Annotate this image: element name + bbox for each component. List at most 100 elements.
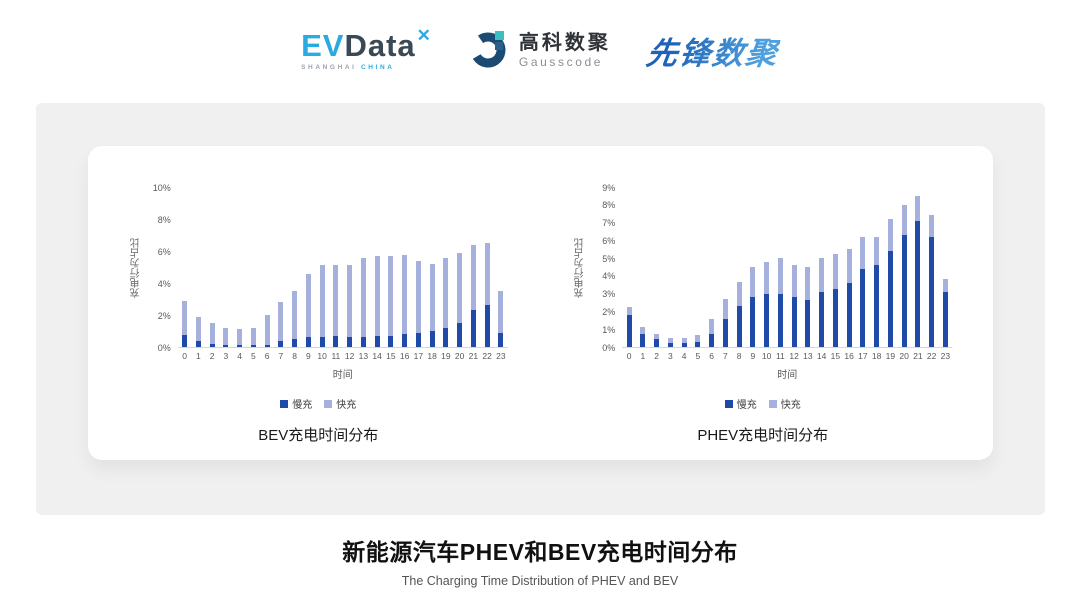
fast-charge-segment: [929, 215, 935, 237]
stacked-bar: [470, 245, 476, 347]
y-tick-label: 7%: [602, 218, 616, 229]
fast-charge-segment: [209, 323, 215, 344]
gausscode-logo: 高科数聚 Gausscode: [468, 27, 611, 74]
bev-bars: [178, 188, 508, 347]
slow-charge-segment: [654, 339, 660, 347]
slow-charge-segment: [319, 336, 325, 347]
page-subtitle: The Charging Time Distribution of PHEV a…: [401, 574, 679, 588]
bar-slot-hour-6: [260, 188, 274, 347]
stacked-bar: [374, 255, 380, 347]
slow-charge-segment: [209, 343, 215, 347]
x-tick-label: 23: [940, 351, 951, 361]
x-tick-label: 0: [182, 351, 187, 361]
fast-charge-segment: [278, 302, 284, 342]
bar-slot-hour-18: [870, 188, 884, 347]
fast-charge-segment: [470, 245, 476, 311]
x-tick-label: 15: [830, 351, 841, 361]
y-tick-label: 3%: [602, 289, 616, 300]
phev-chart-plot-row: 充电行为占比 9% 8% 7% 6% 5% 4% 3% 2% 1% 0% 0 1 2 3 4 5 6 7 8 9 10…: [573, 172, 953, 381]
bev-plot: [177, 188, 508, 348]
slow-charge-segment: [250, 345, 256, 347]
fast-charge-segment: [182, 301, 188, 335]
fast-charge-segment: [654, 333, 660, 339]
slow-charge-swatch-icon: [724, 399, 733, 408]
x-tick-label: 2: [209, 351, 215, 361]
x-tick-label: 6: [264, 351, 270, 361]
fast-charge-segment: [722, 299, 728, 319]
x-tick-label: 11: [331, 351, 341, 361]
slow-charge-segment: [681, 342, 687, 347]
fast-charge-segment: [832, 253, 838, 290]
stacked-bar: [832, 253, 838, 347]
fast-charge-segment: [195, 316, 201, 342]
slow-charge-segment: [264, 344, 270, 347]
bar-slot-hour-22: [925, 188, 939, 347]
fast-charge-segment: [777, 258, 783, 294]
slow-charge-segment: [860, 268, 866, 347]
slow-charge-segment: [333, 335, 339, 347]
slow-charge-segment: [791, 297, 797, 347]
phev-x-axis-label: 时间: [777, 370, 798, 381]
x-tick-label: 2: [654, 351, 659, 361]
stacked-bar: [667, 338, 673, 347]
y-tick-label: 9%: [602, 182, 616, 193]
bar-slot-hour-21: [911, 188, 925, 347]
phev-chart-title: PHEV充电时间分布: [697, 427, 829, 444]
fast-charge-segment: [626, 307, 632, 315]
slow-charge-segment: [722, 318, 728, 347]
bar-slot-hour-15: [384, 188, 398, 347]
x-tick-label: 10: [761, 351, 772, 361]
bar-slot-hour-11: [329, 188, 343, 347]
slow-charge-segment: [626, 315, 632, 347]
bev-chart: 充电行为占比 10% 8% 6% 4% 2% 0% 0 1 2 3 4 5 6 7 8 9 10 11 12 13 1…: [96, 172, 541, 460]
fast-charge-segment: [347, 264, 353, 338]
y-tick-label: 8%: [602, 200, 616, 211]
slow-charge-segment: [887, 251, 893, 347]
fast-charge-segment: [874, 236, 880, 266]
fast-charge-segment: [736, 282, 742, 307]
slow-charge-segment: [915, 220, 921, 347]
slow-charge-segment: [415, 332, 421, 347]
x-tick-label: 7: [723, 351, 728, 361]
slow-charge-segment: [182, 335, 188, 347]
slow-charge-segment: [429, 331, 435, 347]
bar-slot-hour-4: [233, 188, 247, 347]
y-tick-label: 5%: [602, 253, 616, 264]
x-tick-label: 22: [926, 351, 937, 361]
fast-charge-segment: [667, 338, 673, 343]
slow-charge-segment: [832, 289, 838, 347]
footer: 新能源汽车PHEV和BEV充电时间分布 The Charging Time Di…: [0, 533, 1080, 588]
x-tick-label: 22: [482, 351, 492, 361]
y-tick-label: 2%: [602, 306, 616, 317]
stacked-bar: [750, 267, 756, 347]
slow-charge-segment: [195, 341, 201, 347]
bar-slot-hour-4: [677, 188, 691, 347]
fast-charge-segment: [695, 334, 701, 342]
slow-charge-segment: [805, 299, 811, 347]
bar-slot-hour-12: [343, 188, 357, 347]
bar-slot-hour-3: [664, 188, 678, 347]
fast-charge-swatch-icon: [324, 399, 333, 408]
x-tick-label: 13: [803, 351, 813, 361]
fast-charge-segment: [402, 255, 408, 335]
fast-charge-segment: [457, 253, 463, 323]
evdata-ev-text: EV: [301, 27, 345, 63]
slow-charge-segment: [223, 345, 229, 347]
x-tick-label: 19: [441, 351, 451, 361]
bar-slot-hour-7: [719, 188, 733, 347]
x-tick-label: 7: [278, 351, 284, 361]
fast-charge-segment: [237, 329, 243, 346]
slow-charge-segment: [484, 305, 490, 347]
bar-slot-hour-9: [302, 188, 316, 347]
slow-charge-segment: [457, 323, 463, 347]
x-tick-label: 9: [750, 351, 756, 361]
stacked-bar: [223, 327, 229, 347]
evdata-data-text: Data: [344, 27, 416, 63]
evdata-china-label: CHINA: [360, 63, 395, 71]
evdata-x-icon: ✕: [416, 25, 432, 45]
y-tick-label: 10%: [152, 182, 171, 193]
y-tick-label: 4%: [602, 271, 616, 282]
fast-charge-segment: [305, 274, 311, 337]
slow-charge-segment: [498, 332, 504, 347]
